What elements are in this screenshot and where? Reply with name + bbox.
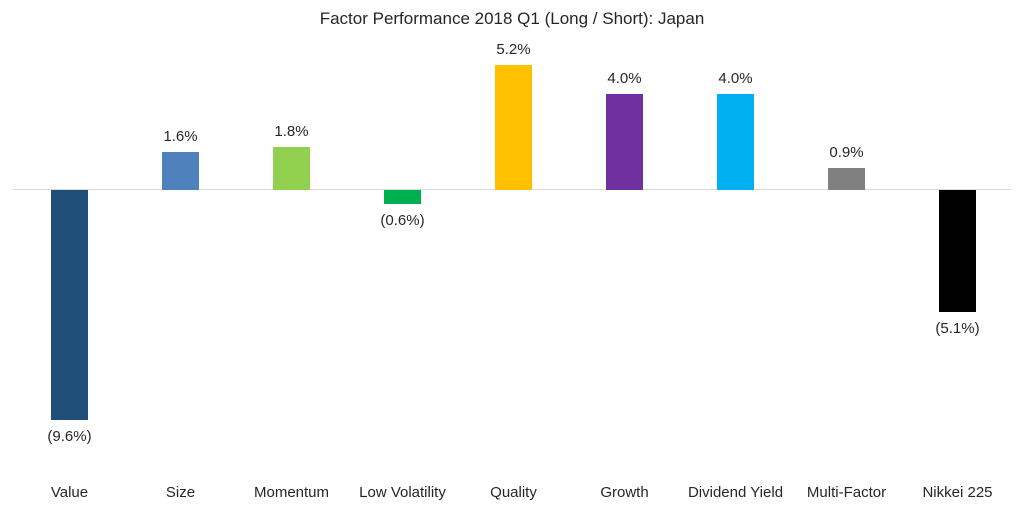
category-label-multi-factor: Multi-Factor xyxy=(806,484,887,501)
bar-dividend-yield xyxy=(717,94,754,190)
value-label-low-volatility: (0.6%) xyxy=(380,212,425,230)
value-label-growth: 4.0% xyxy=(607,70,642,87)
category-label-low-volatility: Low Volatility xyxy=(359,484,446,501)
category-label-quality: Quality xyxy=(490,484,537,501)
bar-nikkei-225 xyxy=(939,190,976,313)
value-label-nikkei-225: (5.1%) xyxy=(935,320,980,338)
category-label-growth: Growth xyxy=(600,484,649,501)
category-label-momentum: Momentum xyxy=(253,484,330,501)
value-label-quality: 5.2% xyxy=(496,41,531,59)
category-label-value: Value xyxy=(50,484,89,501)
chart-title: Factor Performance 2018 Q1 (Long / Short… xyxy=(319,9,705,28)
value-label-momentum: 1.8% xyxy=(274,122,309,140)
bar-value xyxy=(51,190,88,421)
bar-size xyxy=(162,151,199,190)
category-label-dividend-yield: Dividend Yield xyxy=(687,484,784,501)
value-label-size: 1.6% xyxy=(163,127,198,145)
value-label-value: (9.6%) xyxy=(47,428,92,446)
category-label-size: Size xyxy=(165,484,196,501)
bar-low-volatility xyxy=(384,190,421,205)
bar-multi-factor xyxy=(828,168,865,190)
bar-quality xyxy=(495,65,532,190)
bar-momentum xyxy=(273,146,310,190)
value-label-dividend-yield: 4.0% xyxy=(718,70,753,87)
value-label-multi-factor: 0.9% xyxy=(829,144,864,162)
category-label-nikkei-225: Nikkei 225 xyxy=(922,484,993,501)
bar-growth xyxy=(606,94,643,190)
